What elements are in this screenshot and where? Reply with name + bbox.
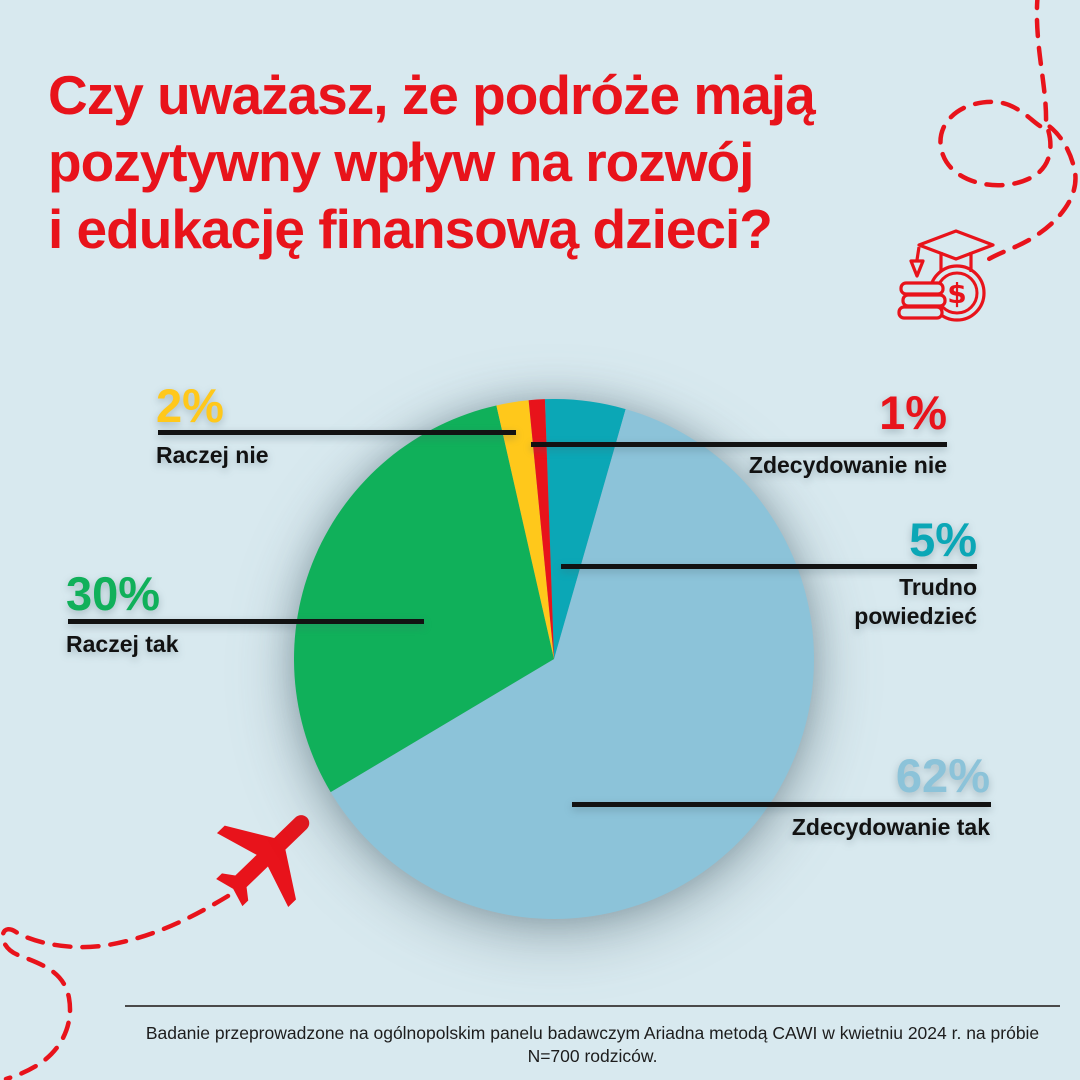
pie-slice-30% xyxy=(294,405,554,793)
footer-divider xyxy=(125,1005,1060,1007)
dollar-sign: $ xyxy=(947,277,966,310)
leader-line-zdecydowanie-tak xyxy=(572,802,991,807)
callout-label-raczej-tak: Raczej tak xyxy=(66,631,179,657)
callout-percentage-trudno-powiedziec: 5% xyxy=(909,513,977,566)
callout-percentage-zdecydowanie-tak: 62% xyxy=(895,749,990,802)
callout-label-raczej-nie: Raczej nie xyxy=(156,442,269,468)
pie-slice-2% xyxy=(496,400,554,659)
page-title-line-2: pozytywny wpływ na rozwój xyxy=(48,131,754,193)
coin-icon xyxy=(928,264,986,322)
leader-line-raczej-tak xyxy=(68,619,424,624)
leader-line-raczej-nie xyxy=(158,430,516,435)
graduation-cap-coins-icon: $ xyxy=(897,229,995,322)
tassel-end xyxy=(909,259,925,278)
callout-label-trudno-powiedziec: Trudno powiedzieć xyxy=(854,574,977,629)
footer-methodology-note: Badanie przeprowadzone na ogólnopolskim … xyxy=(145,1023,1040,1066)
callout-percentage-raczej-nie: 2% xyxy=(156,379,224,432)
callout-percentage-zdecydowanie-nie: 1% xyxy=(879,386,947,439)
callout-label-zdecydowanie-nie: Zdecydowanie nie xyxy=(748,452,947,478)
cap-base xyxy=(939,252,973,272)
mortarboard-icon xyxy=(917,229,995,261)
leader-line-trudno-powiedziec xyxy=(561,564,977,569)
callout-percentage-raczej-tak: 30% xyxy=(66,567,161,620)
coin-inner-ring xyxy=(935,271,979,315)
leader-line-zdecydowanie-nie xyxy=(531,442,947,447)
tassel-icon xyxy=(915,246,921,261)
page-title: Czy uważasz, że podróże mają pozytywny w… xyxy=(48,62,816,263)
flight-path-top-right-icon xyxy=(938,0,1078,262)
pie-slice-5% xyxy=(544,399,626,659)
coin-stack-icon xyxy=(897,281,947,320)
page-title-line-1: Czy uważasz, że podróże mają xyxy=(48,64,816,126)
pie-chart xyxy=(294,399,814,919)
pie-slice-1% xyxy=(528,399,554,659)
page-title-line-3: i edukację finansową dzieci? xyxy=(48,198,773,260)
pie-slice-62% xyxy=(330,409,814,919)
callout-label-zdecydowanie-tak: Zdecydowanie tak xyxy=(791,814,990,840)
